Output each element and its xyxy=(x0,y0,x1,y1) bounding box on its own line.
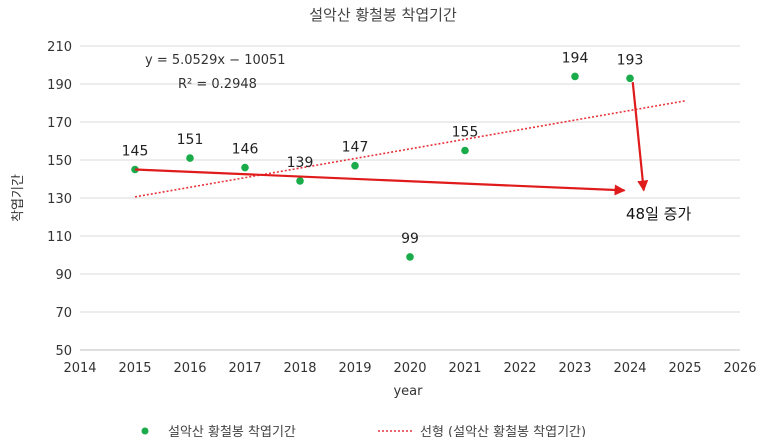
y-axis-title: 착엽기간 xyxy=(11,174,26,222)
trendline xyxy=(134,100,686,198)
x-tick-label: 2015 xyxy=(118,361,151,376)
data-points xyxy=(131,72,634,261)
y-tick-label: 170 xyxy=(47,116,72,131)
chart-title: 설악산 황철봉 착엽기간 xyxy=(309,6,457,24)
legend-label-trendline: 선형 (설악산 황철봉 착엽기간) xyxy=(420,425,586,437)
data-label: 146 xyxy=(232,142,259,158)
annotation-arrow xyxy=(631,81,649,192)
y-tick-label: 90 xyxy=(55,268,72,283)
x-tick-labels: 2014 2015 2016 2017 2018 2019 2020 2021 2022 2023… xyxy=(63,361,756,376)
x-tick-label: 2019 xyxy=(338,361,371,376)
annotation-arrows xyxy=(134,81,649,196)
data-label: 145 xyxy=(122,144,149,160)
x-tick-label: 2017 xyxy=(228,361,261,376)
y-tick-label: 110 xyxy=(47,230,72,245)
y-tick-label: 50 xyxy=(55,344,72,359)
trend-equation: y = 5.0529x − 10051 xyxy=(145,53,286,68)
data-label: 194 xyxy=(562,50,589,66)
x-tick-label: 2021 xyxy=(448,361,481,376)
increase-annotation: 48일 증가 xyxy=(626,205,691,223)
data-label: 151 xyxy=(177,132,204,148)
x-tick-label: 2020 xyxy=(393,361,426,376)
x-axis-title: year xyxy=(393,384,423,399)
y-tick-label: 190 xyxy=(47,78,72,93)
data-point xyxy=(296,177,304,185)
x-tick-label: 2026 xyxy=(723,361,756,376)
y-tick-label: 70 xyxy=(55,306,72,321)
legend-label-series: 설악산 황철봉 착엽기간 xyxy=(168,425,296,437)
x-tick-label: 2024 xyxy=(613,361,646,376)
x-tick-label: 2023 xyxy=(558,361,591,376)
x-tick-label: 2022 xyxy=(503,361,536,376)
data-label: 193 xyxy=(617,52,644,68)
x-tick-label: 2014 xyxy=(63,361,96,376)
y-tick-label: 210 xyxy=(47,40,72,55)
data-label: 139 xyxy=(287,155,314,171)
data-label: 147 xyxy=(342,140,369,156)
y-tick-labels: 50 70 90 110 130 150 170 190 210 xyxy=(47,40,72,359)
x-tick-label: 2016 xyxy=(173,361,206,376)
data-label: 155 xyxy=(452,125,479,141)
data-point xyxy=(351,161,359,170)
legend-marker-series xyxy=(141,427,149,435)
data-point xyxy=(626,74,634,83)
trend-r-squared: R² = 0.2948 xyxy=(178,77,257,92)
data-point xyxy=(461,146,469,155)
data-point xyxy=(241,163,249,172)
x-tick-label: 2018 xyxy=(283,361,316,376)
x-tick-label: 2025 xyxy=(668,361,701,376)
y-tick-label: 130 xyxy=(47,192,72,207)
y-tick-label: 150 xyxy=(47,154,72,169)
data-point xyxy=(186,154,194,162)
data-point xyxy=(571,72,579,81)
data-label: 99 xyxy=(401,231,419,247)
data-labels: 145 151 146 139 147 99 155 194 193 xyxy=(122,50,644,247)
legend: 설악산 황철봉 착엽기간 선형 (설악산 황철봉 착엽기간) xyxy=(141,425,586,437)
data-point xyxy=(406,253,414,261)
annotation-arrow xyxy=(134,168,626,196)
